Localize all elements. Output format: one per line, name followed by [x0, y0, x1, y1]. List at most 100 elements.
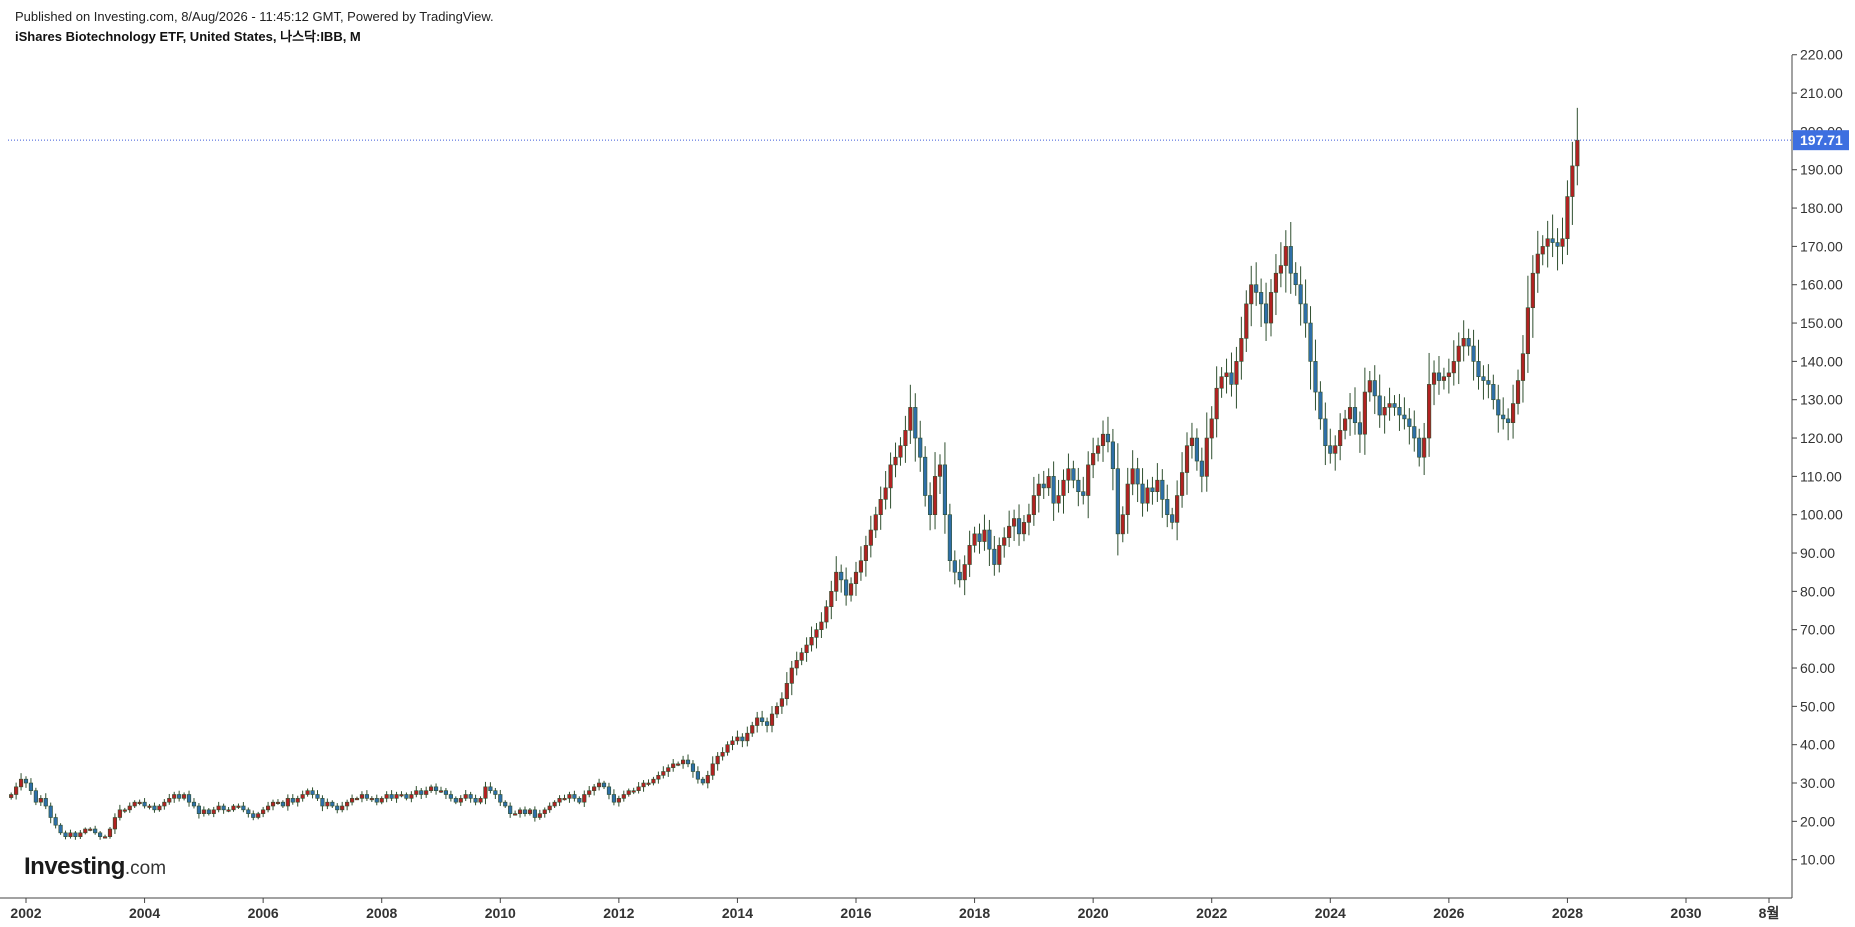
candle-down [1417, 437, 1422, 458]
candle-up [1456, 345, 1461, 362]
candle-down [1501, 414, 1506, 420]
candle-down [522, 809, 528, 814]
candle-up [1333, 445, 1338, 454]
candle-up [661, 771, 666, 776]
candle-up [626, 790, 631, 795]
candle-down [1041, 483, 1046, 489]
candle-down [389, 794, 394, 799]
candle-up [122, 809, 127, 812]
candle-up [256, 813, 261, 818]
candle-up [789, 667, 794, 684]
x-tick-label: 2020 [1078, 905, 1109, 921]
candle-up [769, 713, 775, 726]
candle-up [1515, 380, 1521, 404]
candle-up [349, 798, 355, 803]
candle-up [636, 786, 641, 791]
candle-up [794, 660, 799, 669]
logo-brand: Investing [24, 853, 125, 880]
candle-up [829, 591, 834, 607]
candle-up [167, 798, 172, 803]
candle-up [1535, 253, 1540, 274]
candle-up [809, 637, 814, 646]
candle-up [102, 836, 108, 839]
candle-up [1273, 272, 1279, 293]
candle-up [1560, 238, 1565, 247]
candle-up [127, 805, 132, 811]
candle-up [300, 794, 305, 799]
candle-down [1263, 303, 1269, 324]
candle-down [98, 832, 103, 837]
candle-up [750, 725, 755, 734]
candle-down [923, 456, 928, 496]
candle-up [1036, 483, 1041, 496]
candle-up [107, 828, 113, 837]
candle-down [404, 794, 409, 799]
candle-down [221, 805, 226, 811]
candle-up [666, 767, 671, 772]
candle-down [606, 786, 612, 795]
candle-down [1016, 518, 1022, 535]
candle-down [246, 809, 251, 814]
candle-up [1446, 372, 1451, 378]
instrument-title: iShares Biotechnology ETF, United States… [15, 29, 361, 44]
candle-up [873, 514, 878, 531]
candle-down [1254, 284, 1259, 293]
candle-up [325, 801, 330, 807]
candle-up [1451, 361, 1456, 374]
candle-up [1525, 307, 1530, 355]
candle-down [839, 571, 844, 581]
candle-up [715, 755, 720, 765]
candle-down [1071, 468, 1076, 481]
candle-up [157, 805, 162, 811]
candle-down [1194, 437, 1199, 462]
candle-up [646, 782, 651, 785]
x-tick-label: 2030 [1670, 905, 1701, 921]
candle-down [320, 798, 325, 807]
candle-down [419, 790, 424, 795]
x-tick-label: 2010 [485, 905, 516, 921]
candle-up [1026, 514, 1031, 523]
candle-up [824, 606, 829, 623]
candle-up [1268, 292, 1274, 324]
candle-down [142, 801, 147, 807]
candle-up [725, 744, 730, 753]
candle-up [705, 775, 710, 784]
candle-up [745, 732, 750, 742]
candle-up [394, 794, 399, 799]
candle-down [1303, 303, 1308, 324]
candle-up [1189, 437, 1195, 447]
investing-logo: Investing.com [24, 853, 166, 881]
candle-down [1081, 491, 1086, 496]
candle-up [429, 786, 434, 791]
candle-up [893, 456, 898, 466]
candle-up [1021, 522, 1027, 535]
x-tick-label: 2028 [1552, 905, 1583, 921]
candle-up [1234, 361, 1239, 385]
candle-down [1135, 468, 1140, 485]
y-tick-label: 160.00 [1800, 277, 1843, 293]
candle-down [1412, 426, 1417, 439]
candle-down [196, 805, 201, 814]
candle-down [1115, 468, 1120, 535]
candle-up [1214, 387, 1219, 420]
candle-down [1352, 407, 1358, 424]
candle-up [216, 805, 221, 811]
candle-up [932, 476, 938, 515]
candle-up [1175, 495, 1180, 523]
candle-up [784, 683, 789, 699]
x-tick-label: 2022 [1196, 905, 1227, 921]
candle-up [305, 790, 310, 795]
candle-up [1382, 407, 1387, 416]
candle-down [53, 817, 58, 826]
candle-down [740, 736, 745, 742]
candle-up [982, 529, 987, 542]
x-tick-label: 2026 [1433, 905, 1464, 921]
candle-up [38, 798, 43, 803]
candle-up [1545, 238, 1550, 247]
candle-down [572, 794, 577, 799]
candle-up [409, 794, 414, 799]
candle-up [1179, 472, 1185, 496]
candle-down [1471, 345, 1476, 362]
candle-up [483, 786, 488, 799]
